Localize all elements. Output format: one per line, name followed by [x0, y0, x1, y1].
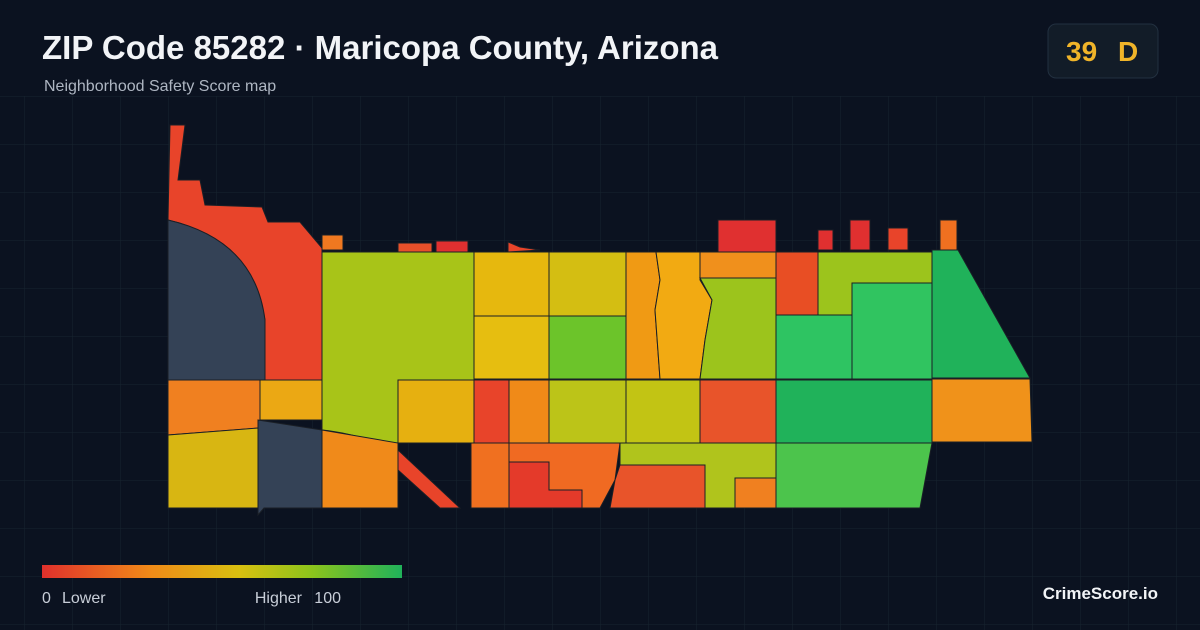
map-region — [397, 379, 475, 444]
map-region — [470, 442, 510, 509]
map-region — [435, 240, 469, 253]
legend-min: 0 — [42, 590, 51, 607]
map-region — [508, 442, 621, 509]
map-region — [397, 242, 433, 253]
map-region — [931, 378, 1033, 443]
map-region — [609, 464, 706, 509]
map-region — [167, 379, 261, 436]
map-region — [548, 379, 627, 444]
map-region — [849, 219, 871, 251]
map-region — [473, 251, 550, 317]
map-region — [775, 379, 933, 444]
map-region — [625, 379, 701, 444]
map-region — [548, 251, 627, 317]
map-region — [257, 419, 323, 517]
title: ZIP Code 85282 · Maricopa County, Arizon… — [42, 29, 719, 66]
map-region — [167, 427, 259, 509]
map — [167, 124, 1033, 517]
map-region — [775, 442, 933, 509]
legend-min-label: Lower — [62, 590, 106, 607]
map-region — [717, 219, 777, 253]
map-region — [699, 379, 777, 444]
map-region — [507, 241, 541, 253]
map-region — [397, 448, 462, 509]
map-region — [734, 477, 777, 509]
grade: D — [1118, 36, 1138, 67]
map-region — [887, 227, 909, 251]
map-region — [167, 219, 266, 381]
map-region — [473, 379, 510, 444]
map-region — [939, 219, 958, 251]
map-region — [508, 379, 550, 444]
score: 39 — [1066, 36, 1097, 67]
legend-max: 100 — [314, 590, 341, 607]
map-region — [548, 315, 627, 380]
map-region — [775, 251, 819, 316]
map-region — [699, 277, 777, 380]
brand: CrimeScore.io — [1043, 584, 1158, 603]
map-region — [321, 234, 344, 251]
map-region — [259, 379, 323, 421]
legend-gradient — [42, 565, 402, 578]
score-badge — [1047, 23, 1159, 79]
map-region — [817, 229, 834, 251]
map-region — [321, 429, 399, 509]
map-region — [775, 314, 853, 380]
map-region — [699, 251, 777, 279]
map-region — [473, 315, 550, 380]
map-region — [851, 282, 933, 380]
legend-max-label: Higher — [255, 590, 303, 607]
subtitle: Neighborhood Safety Score map — [44, 78, 276, 95]
